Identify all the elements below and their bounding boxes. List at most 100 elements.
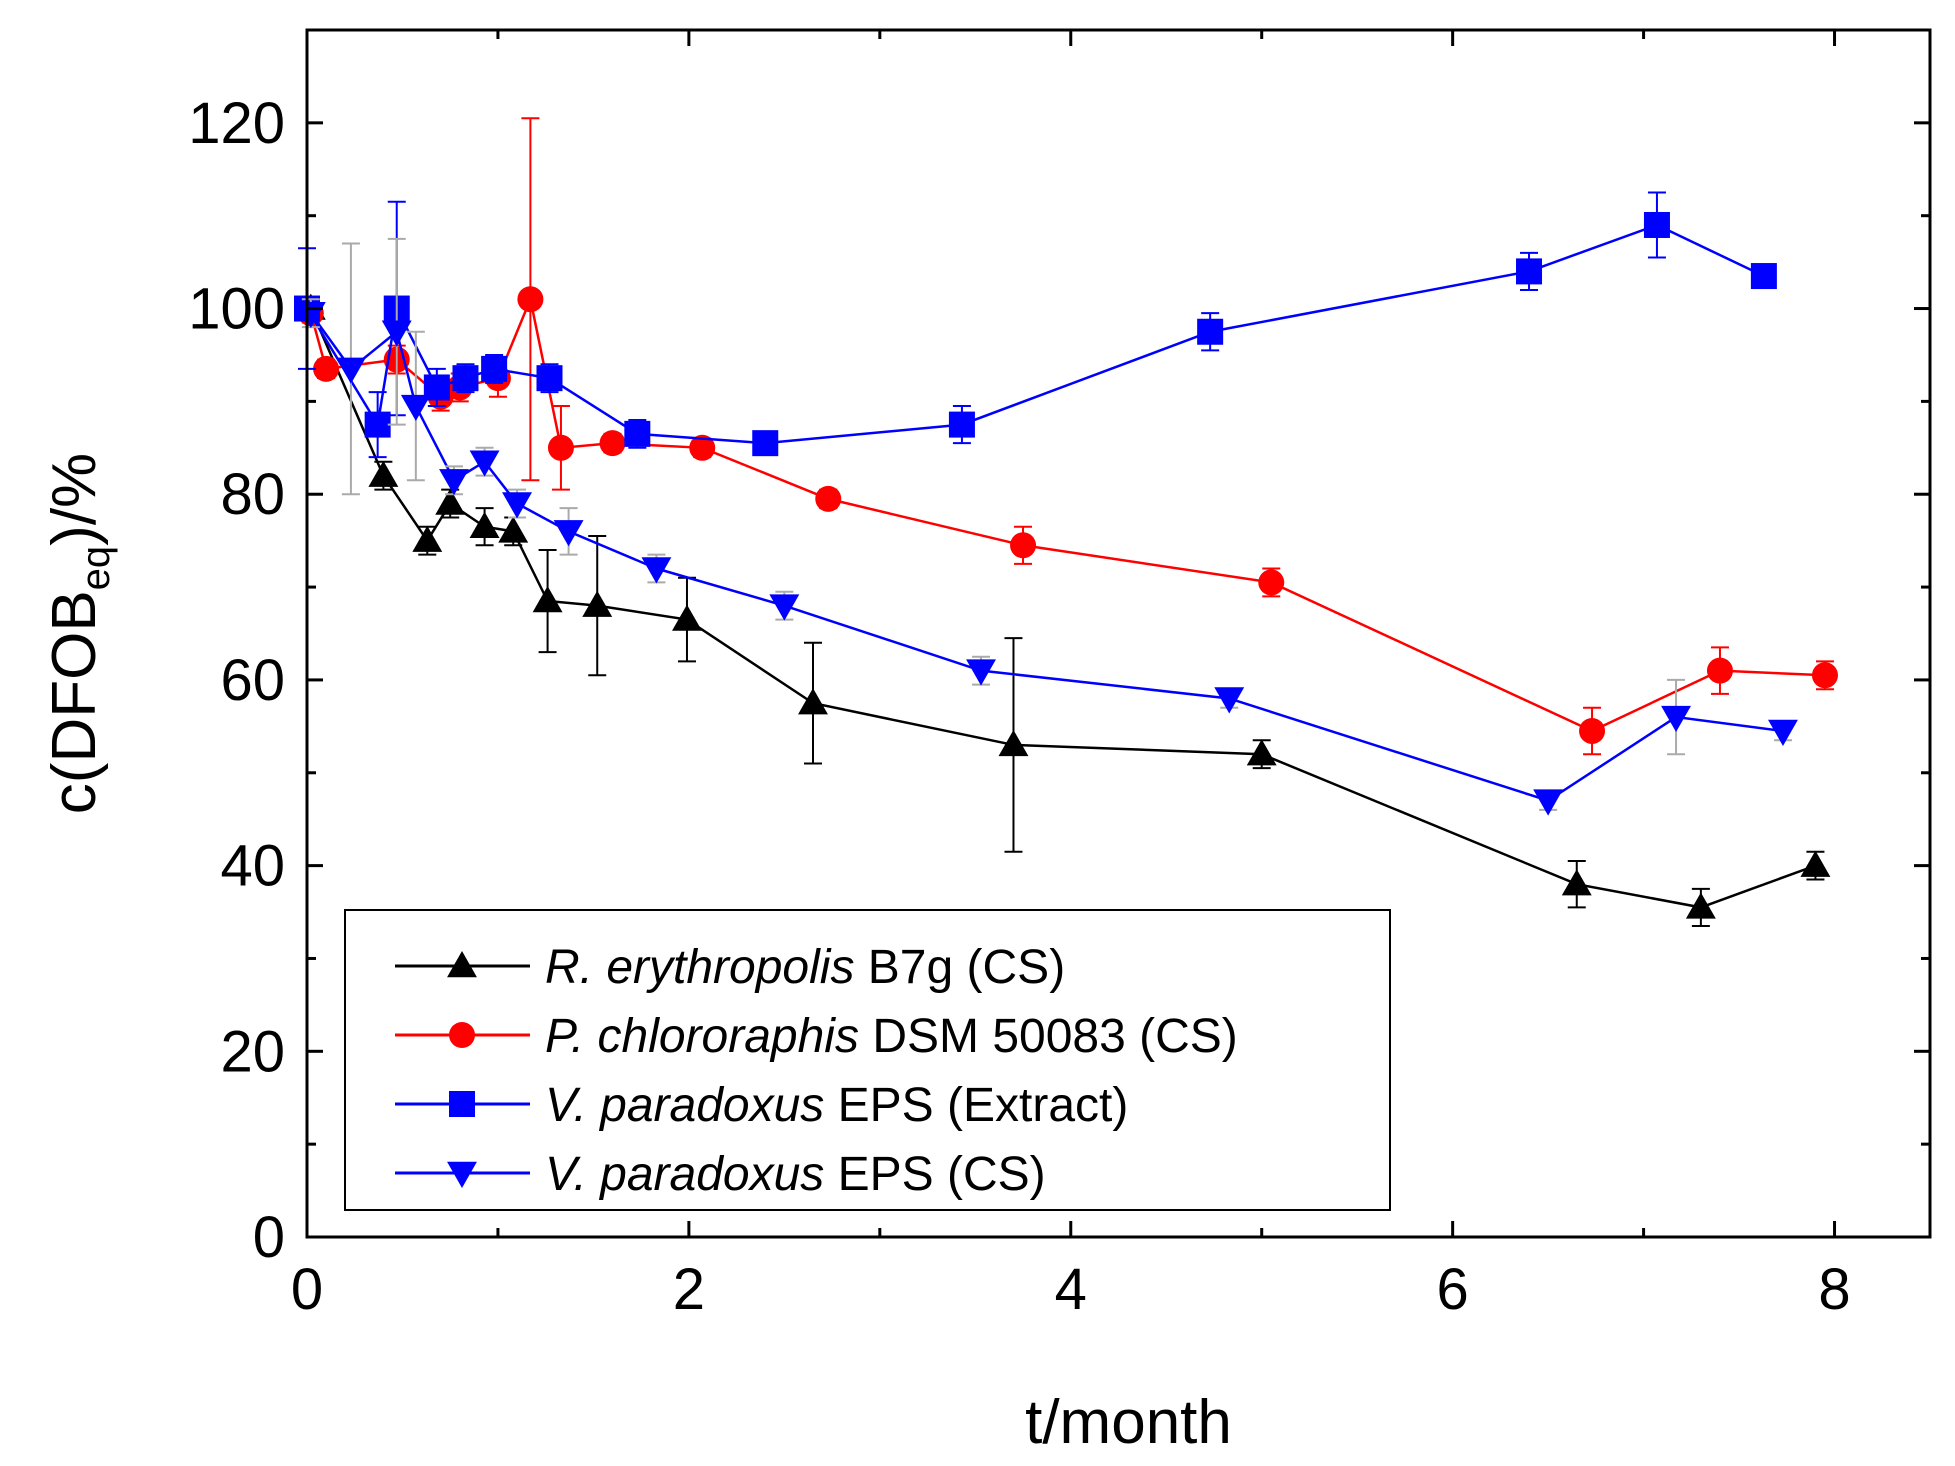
series-1 — [295, 293, 1831, 927]
series-2 — [297, 117, 1838, 756]
legend-label: P. chlororaphis DSM 50083 (CS) — [545, 1010, 1238, 1063]
legend-marker — [449, 1022, 475, 1048]
data-point — [517, 286, 544, 313]
data-point — [381, 320, 412, 347]
legend-label-italic: P. chlororaphis — [545, 1010, 872, 1063]
y-axis-title: c(DFOBeq)/% — [40, 453, 118, 814]
data-point — [1579, 717, 1606, 744]
legend-label-rest: EPS (CS) — [838, 1148, 1046, 1201]
data-point — [547, 434, 574, 461]
data-point — [1516, 258, 1543, 285]
legend-label-rest: EPS (Extract) — [838, 1079, 1129, 1132]
legend-label-italic: V. paradoxus — [545, 1079, 838, 1132]
data-point — [1533, 789, 1564, 816]
legend-label: V. paradoxus EPS (CS) — [545, 1148, 1046, 1201]
legend-entry-4: V. paradoxus EPS (CS) — [395, 1148, 1046, 1201]
y-tick-label: 0 — [253, 1205, 285, 1270]
data-point — [1685, 892, 1716, 919]
data-point — [1643, 211, 1670, 238]
data-point — [536, 365, 563, 392]
data-point — [313, 355, 340, 382]
y-axis-title-subscript: eq — [74, 546, 118, 591]
data-point — [364, 411, 391, 438]
data-point — [948, 411, 975, 438]
legend-marker — [447, 951, 477, 978]
legend: R. erythropolis B7g (CS) P. chlororaphis … — [344, 909, 1391, 1211]
y-tick-label: 40 — [220, 834, 285, 899]
series-layer — [294, 117, 1838, 927]
data-point — [1010, 532, 1037, 559]
legend-marker — [447, 1161, 477, 1188]
data-point — [641, 557, 672, 584]
legend-label-rest: DSM 50083 (CS) — [872, 1010, 1237, 1063]
y-tick-label: 20 — [220, 1019, 285, 1084]
data-point — [815, 485, 842, 512]
data-point — [1258, 569, 1285, 596]
data-point — [335, 357, 366, 384]
legend-label-italic: R. erythropolis — [545, 941, 868, 994]
data-point — [469, 450, 500, 477]
legend-label-rest: B7g (CS) — [868, 941, 1065, 994]
data-point — [599, 430, 626, 457]
data-point — [1246, 739, 1277, 766]
y-tick-label: 60 — [220, 648, 285, 713]
legend-entry-3: V. paradoxus EPS (Extract) — [395, 1079, 1128, 1132]
series-4 — [295, 237, 1798, 816]
data-point — [1561, 869, 1592, 896]
data-point — [1197, 318, 1224, 345]
data-point — [1661, 705, 1691, 733]
data-point — [752, 430, 779, 457]
legend-marker — [449, 1091, 475, 1117]
data-point — [1800, 850, 1831, 877]
x-axis-title: t/month — [1025, 1388, 1232, 1457]
data-point — [412, 525, 443, 552]
data-point — [966, 659, 996, 686]
ticks-layer — [305, 28, 1930, 1239]
x-tick-label: 8 — [1818, 1257, 1850, 1322]
y-tick-label: 100 — [188, 277, 285, 342]
y-tick-label: 80 — [220, 462, 285, 527]
data-point — [769, 594, 800, 621]
legend-label-italic: V. paradoxus — [545, 1148, 838, 1201]
data-point — [582, 590, 613, 617]
data-point — [439, 469, 469, 496]
y-tick-label: 120 — [188, 91, 285, 156]
plot-frame — [305, 28, 1932, 1239]
legend-entry-2: P. chlororaphis DSM 50083 (CS) — [395, 1010, 1238, 1063]
data-point — [502, 492, 532, 519]
data-point — [1706, 657, 1733, 684]
legend-box — [344, 909, 1391, 1211]
data-point — [798, 688, 828, 715]
legend-label: R. erythropolis B7g (CS) — [545, 941, 1065, 994]
legend-entry-1: R. erythropolis B7g (CS) — [395, 941, 1065, 994]
series-line — [309, 294, 1826, 733]
data-point — [689, 434, 716, 461]
x-tick-label: 6 — [1437, 1257, 1469, 1322]
legend-label: V. paradoxus EPS (Extract) — [545, 1079, 1128, 1132]
data-point — [368, 460, 399, 487]
data-point — [498, 516, 529, 543]
y-axis-title-prefix: c(DFOB — [40, 590, 109, 814]
data-point — [1750, 263, 1777, 290]
data-point — [435, 488, 466, 515]
data-point — [481, 355, 508, 382]
data-point — [998, 729, 1029, 757]
data-point — [1214, 687, 1245, 714]
data-point — [452, 365, 479, 392]
data-point — [1768, 719, 1798, 746]
data-point — [553, 520, 584, 547]
x-tick-label: 4 — [1055, 1257, 1087, 1322]
data-point — [624, 420, 651, 447]
data-point — [1811, 662, 1838, 689]
data-point — [532, 586, 563, 613]
legend-entries: R. erythropolis B7g (CS) P. chlororaphis … — [395, 941, 1238, 1201]
data-point — [400, 394, 431, 421]
data-point — [469, 511, 500, 538]
x-tick-label: 0 — [291, 1257, 323, 1322]
x-tick-label: 2 — [673, 1257, 705, 1322]
data-point — [672, 604, 702, 631]
y-axis-title-suffix: )/% — [40, 453, 109, 546]
